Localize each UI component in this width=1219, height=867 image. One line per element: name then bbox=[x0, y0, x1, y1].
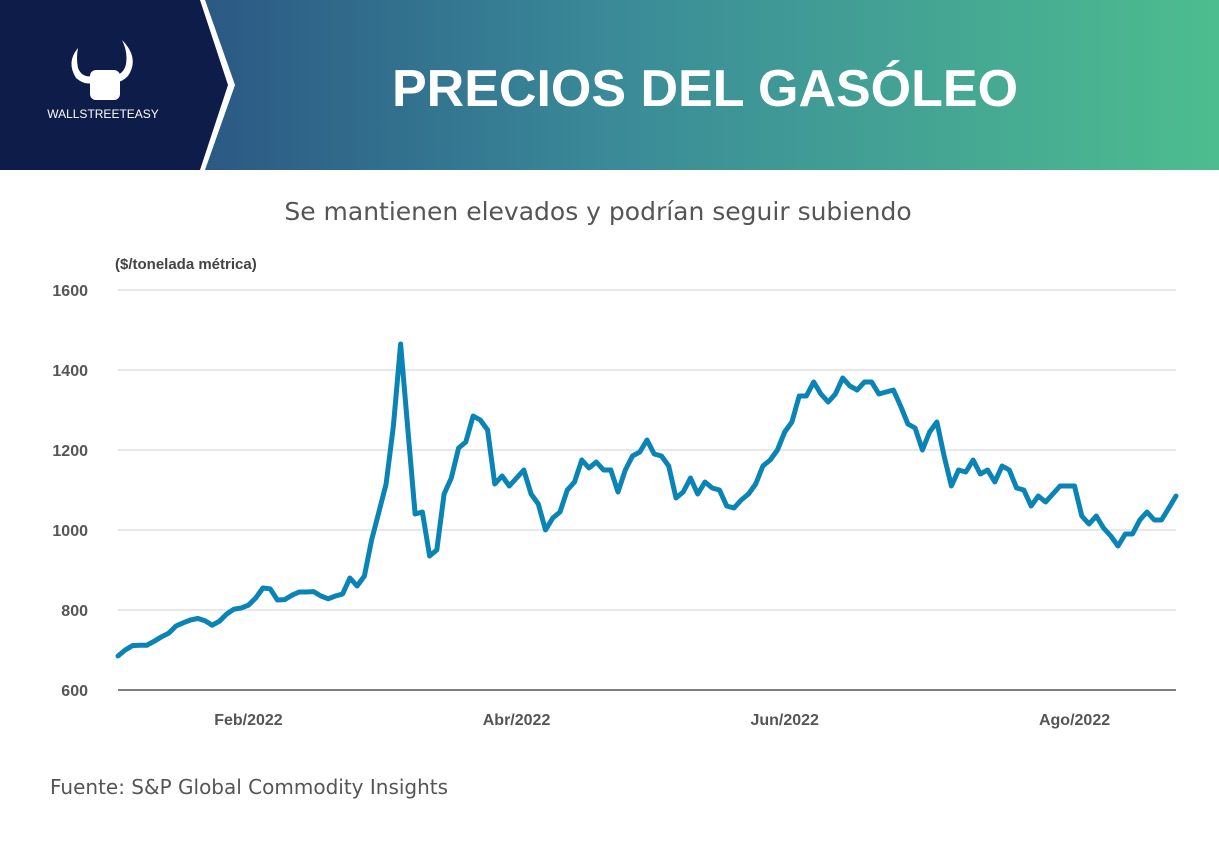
y-axis-label: ($/tonelada métrica) bbox=[115, 256, 257, 273]
y-tick-label: 1200 bbox=[52, 443, 88, 460]
chart-title: PRECIOS DEL GASÓLEO bbox=[392, 60, 1018, 118]
x-tick-label: Feb/2022 bbox=[214, 712, 283, 729]
x-tick-label: Ago/2022 bbox=[1039, 712, 1110, 729]
brand: WALLSTREETEASY bbox=[47, 107, 159, 121]
y-tick-label: 600 bbox=[61, 683, 88, 700]
y-tick-label: 800 bbox=[61, 603, 88, 620]
chart-subtitle: Se mantienen elevados y podrían seguir s… bbox=[284, 197, 911, 226]
line-series bbox=[115, 341, 1179, 659]
source: Fuente: S&P Global Commodity Insights bbox=[50, 775, 448, 799]
y-tick-label: 1400 bbox=[52, 363, 88, 380]
x-tick-label: Jun/2022 bbox=[750, 712, 819, 729]
logo-icon bbox=[71, 40, 133, 100]
x-tick-label: Abr/2022 bbox=[483, 712, 551, 729]
y-tick-label: 1600 bbox=[52, 283, 88, 300]
y-tick-label: 1000 bbox=[52, 523, 88, 540]
